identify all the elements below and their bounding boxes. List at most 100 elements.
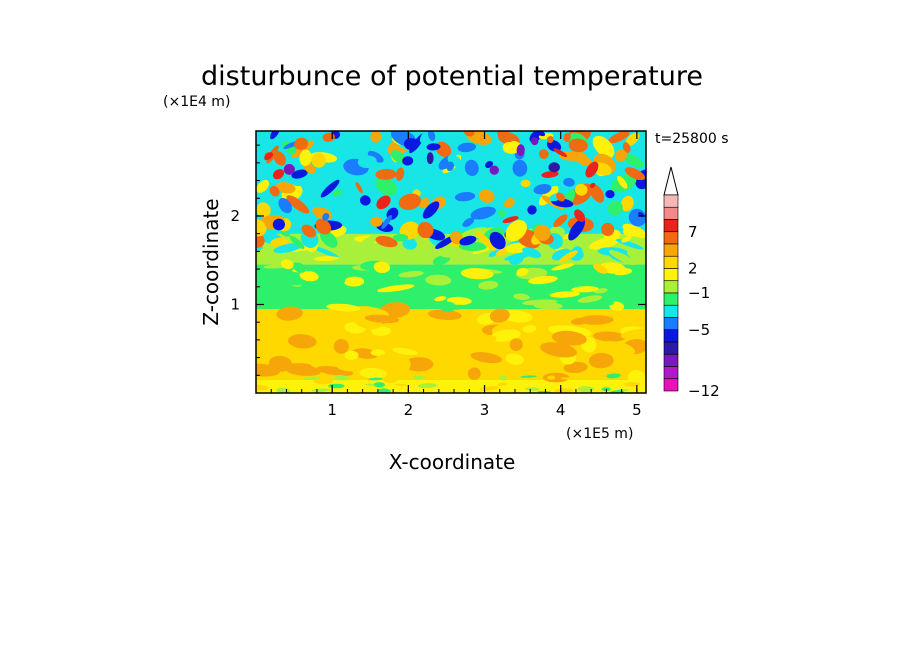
- field-blob: [560, 377, 575, 380]
- field-blob: [553, 148, 568, 157]
- field-blob: [398, 270, 424, 278]
- field-blob: [627, 369, 646, 385]
- field-blob: [522, 325, 537, 333]
- field-blob: [498, 209, 506, 218]
- field-blob: [288, 334, 317, 349]
- field-blob: [425, 274, 452, 286]
- field-blob: [615, 149, 627, 162]
- field-blob: [541, 171, 559, 178]
- y-axis: 12: [230, 144, 646, 376]
- field-blob: [484, 160, 494, 169]
- field-blob: [368, 377, 383, 381]
- field-blob: [540, 342, 577, 358]
- field-blob: [576, 155, 593, 166]
- field-blob: [409, 315, 426, 323]
- field-blob: [289, 235, 305, 249]
- field-blob: [359, 367, 387, 379]
- field-blob: [425, 326, 456, 342]
- field-blob: [549, 291, 580, 298]
- field-blob: [554, 388, 574, 393]
- field-blob: [426, 152, 434, 165]
- plot-frame: [255, 130, 647, 394]
- field-blob: [264, 152, 274, 161]
- field-blob: [299, 270, 319, 282]
- field-blob: [344, 276, 365, 287]
- x-axis: 1 2 3 4 5: [270, 131, 642, 419]
- field-blob: [256, 348, 279, 366]
- field-blob: [373, 382, 386, 388]
- field-blob: [478, 189, 495, 203]
- field-blob: [376, 195, 391, 210]
- field-blob: [520, 375, 537, 378]
- field-blob: [313, 378, 334, 385]
- field-blob: [256, 233, 265, 248]
- field-blob: [320, 179, 340, 198]
- field-blob: [327, 275, 346, 286]
- field-blob: [278, 198, 292, 214]
- field-blob: [426, 143, 441, 151]
- field-blob: [280, 231, 291, 237]
- field-blob: [452, 304, 465, 310]
- field-blob: [291, 169, 308, 179]
- colorbar-swatch: [663, 341, 679, 355]
- field-blob: [547, 375, 556, 380]
- x-tick-label: 2: [404, 401, 414, 419]
- field-blob: [489, 231, 506, 250]
- field-blob: [276, 306, 303, 321]
- field-blob: [520, 179, 531, 188]
- field-blob: [505, 353, 524, 365]
- field-blob: [497, 382, 508, 386]
- field-blob: [589, 182, 596, 188]
- field-blob: [462, 217, 475, 228]
- field-blob: [563, 132, 571, 142]
- field-blob: [342, 204, 361, 225]
- field-blob: [528, 275, 558, 285]
- field-blob: [273, 243, 303, 254]
- field-blob: [538, 185, 559, 206]
- field-blob: [273, 151, 286, 166]
- field-blob: [434, 248, 453, 258]
- heatmap-field: [256, 131, 646, 393]
- field-blob: [460, 268, 494, 280]
- field-blob: [417, 222, 434, 239]
- field-blob: [271, 276, 307, 286]
- colorbar-label: −1: [688, 284, 710, 302]
- field-blob: [502, 216, 519, 224]
- field-blob: [403, 138, 420, 151]
- field-blob: [605, 189, 615, 199]
- field-blob: [355, 182, 363, 194]
- colorbar-swatch: [663, 268, 679, 282]
- colorbar-extend-triangle: [663, 166, 679, 196]
- field-blob: [402, 237, 417, 250]
- field-blob: [475, 335, 497, 344]
- field-blob: [489, 308, 510, 323]
- field-blob: [504, 251, 535, 261]
- field-blob: [464, 159, 479, 177]
- field-blob: [286, 195, 310, 214]
- field-blob: [509, 338, 523, 352]
- field-blob: [272, 218, 285, 231]
- field-blob: [607, 200, 623, 216]
- field-blob: [326, 303, 361, 312]
- field-blob: [621, 236, 632, 243]
- field-blob: [533, 224, 551, 242]
- field-blob: [291, 252, 307, 257]
- field-blob: [620, 195, 634, 212]
- colorbar-swatch: [663, 304, 679, 318]
- field-blob: [609, 250, 636, 266]
- field-blob: [275, 181, 296, 194]
- field-blob: [280, 259, 294, 270]
- field-blob: [478, 280, 499, 290]
- colorbar-swatch: [663, 194, 679, 208]
- field-blob: [589, 184, 605, 203]
- field-blob: [370, 216, 383, 227]
- field-blob: [556, 192, 565, 202]
- colorbar-label: −12: [688, 382, 720, 400]
- x-axis-label: X-coordinate: [389, 450, 516, 474]
- field-blob: [598, 341, 636, 357]
- field-blob: [546, 136, 554, 143]
- field-blob: [364, 314, 400, 324]
- field-blob: [463, 131, 475, 137]
- field-blob: [268, 355, 293, 372]
- field-blob: [516, 144, 525, 157]
